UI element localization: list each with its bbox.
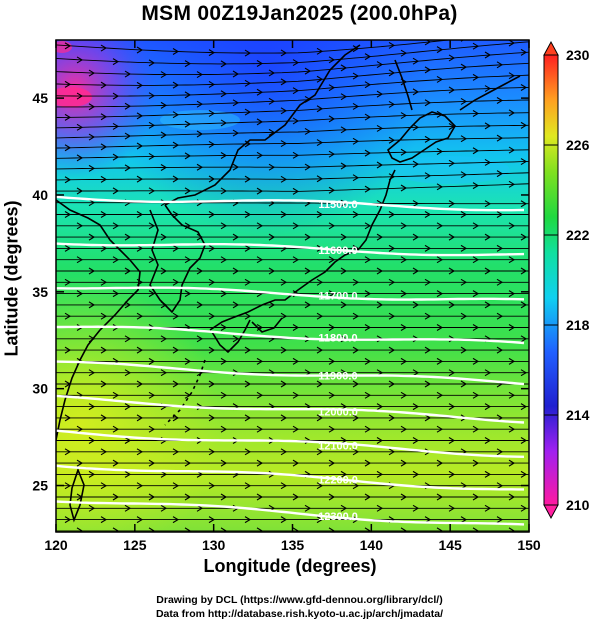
x-tick-label: 140 [360,537,384,553]
figure-title: MSM 00Z19Jan2025 (200.0hPa) [141,2,458,25]
colorbar-tick-label: 230 [566,47,590,63]
y-tick-label: 35 [32,284,48,300]
x-tick-label: 120 [44,537,68,553]
colorbar-tick-label: 210 [566,497,590,513]
contour-label: 11900.0 [318,370,357,382]
x-axis-title: Longitude (degrees) [203,556,377,576]
x-tick-label: 125 [123,537,147,553]
y-axis: 25 30 35 40 45 [32,90,529,494]
x-tick-label: 145 [438,537,462,553]
colorbar-tick-label: 218 [566,317,590,333]
x-tick-label: 135 [281,537,305,553]
coastline [56,44,521,523]
x-tick-label: 130 [202,537,226,553]
contour-label: 11800.0 [318,332,357,344]
colorbar-tick-label: 214 [566,407,590,423]
contour-label: 12300.0 [318,511,358,523]
contour-label: 11600.0 [318,245,357,257]
y-tick-label: 30 [32,381,48,397]
y-tick-label: 40 [32,187,48,203]
y-tick-label: 45 [32,90,48,106]
contour-label: 11500.0 [318,199,357,211]
contour-label: 11700.0 [318,291,357,303]
contour-label: 12000.0 [318,406,358,418]
x-tick-label: 150 [517,537,541,553]
colorbar-tick-label: 222 [566,227,590,243]
colorbar-bottom-arrow [543,504,559,520]
contour-label: 12200.0 [318,475,358,487]
colorbar-tick-label: 226 [566,137,590,153]
colorbar: 210 214 218 222 226 230 [543,40,590,520]
x-axis: 120 125 130 135 140 145 150 [44,40,541,553]
y-tick-label: 25 [32,478,48,494]
contour-label: 12100.0 [318,441,358,453]
wind-streamlines [56,40,529,532]
colorbar-top-arrow [543,40,559,56]
credit-data: Data from http://database.rish.kyoto-u.a… [155,608,444,620]
height-contours: 11500.0 11600.0 11700.0 11800.0 11900.0 12000… [56,195,525,526]
y-axis-title: Latitude (degrees) [1,200,22,357]
credit-drawing: Drawing by DCL (https://www.gfd-dennou.o… [156,594,443,606]
